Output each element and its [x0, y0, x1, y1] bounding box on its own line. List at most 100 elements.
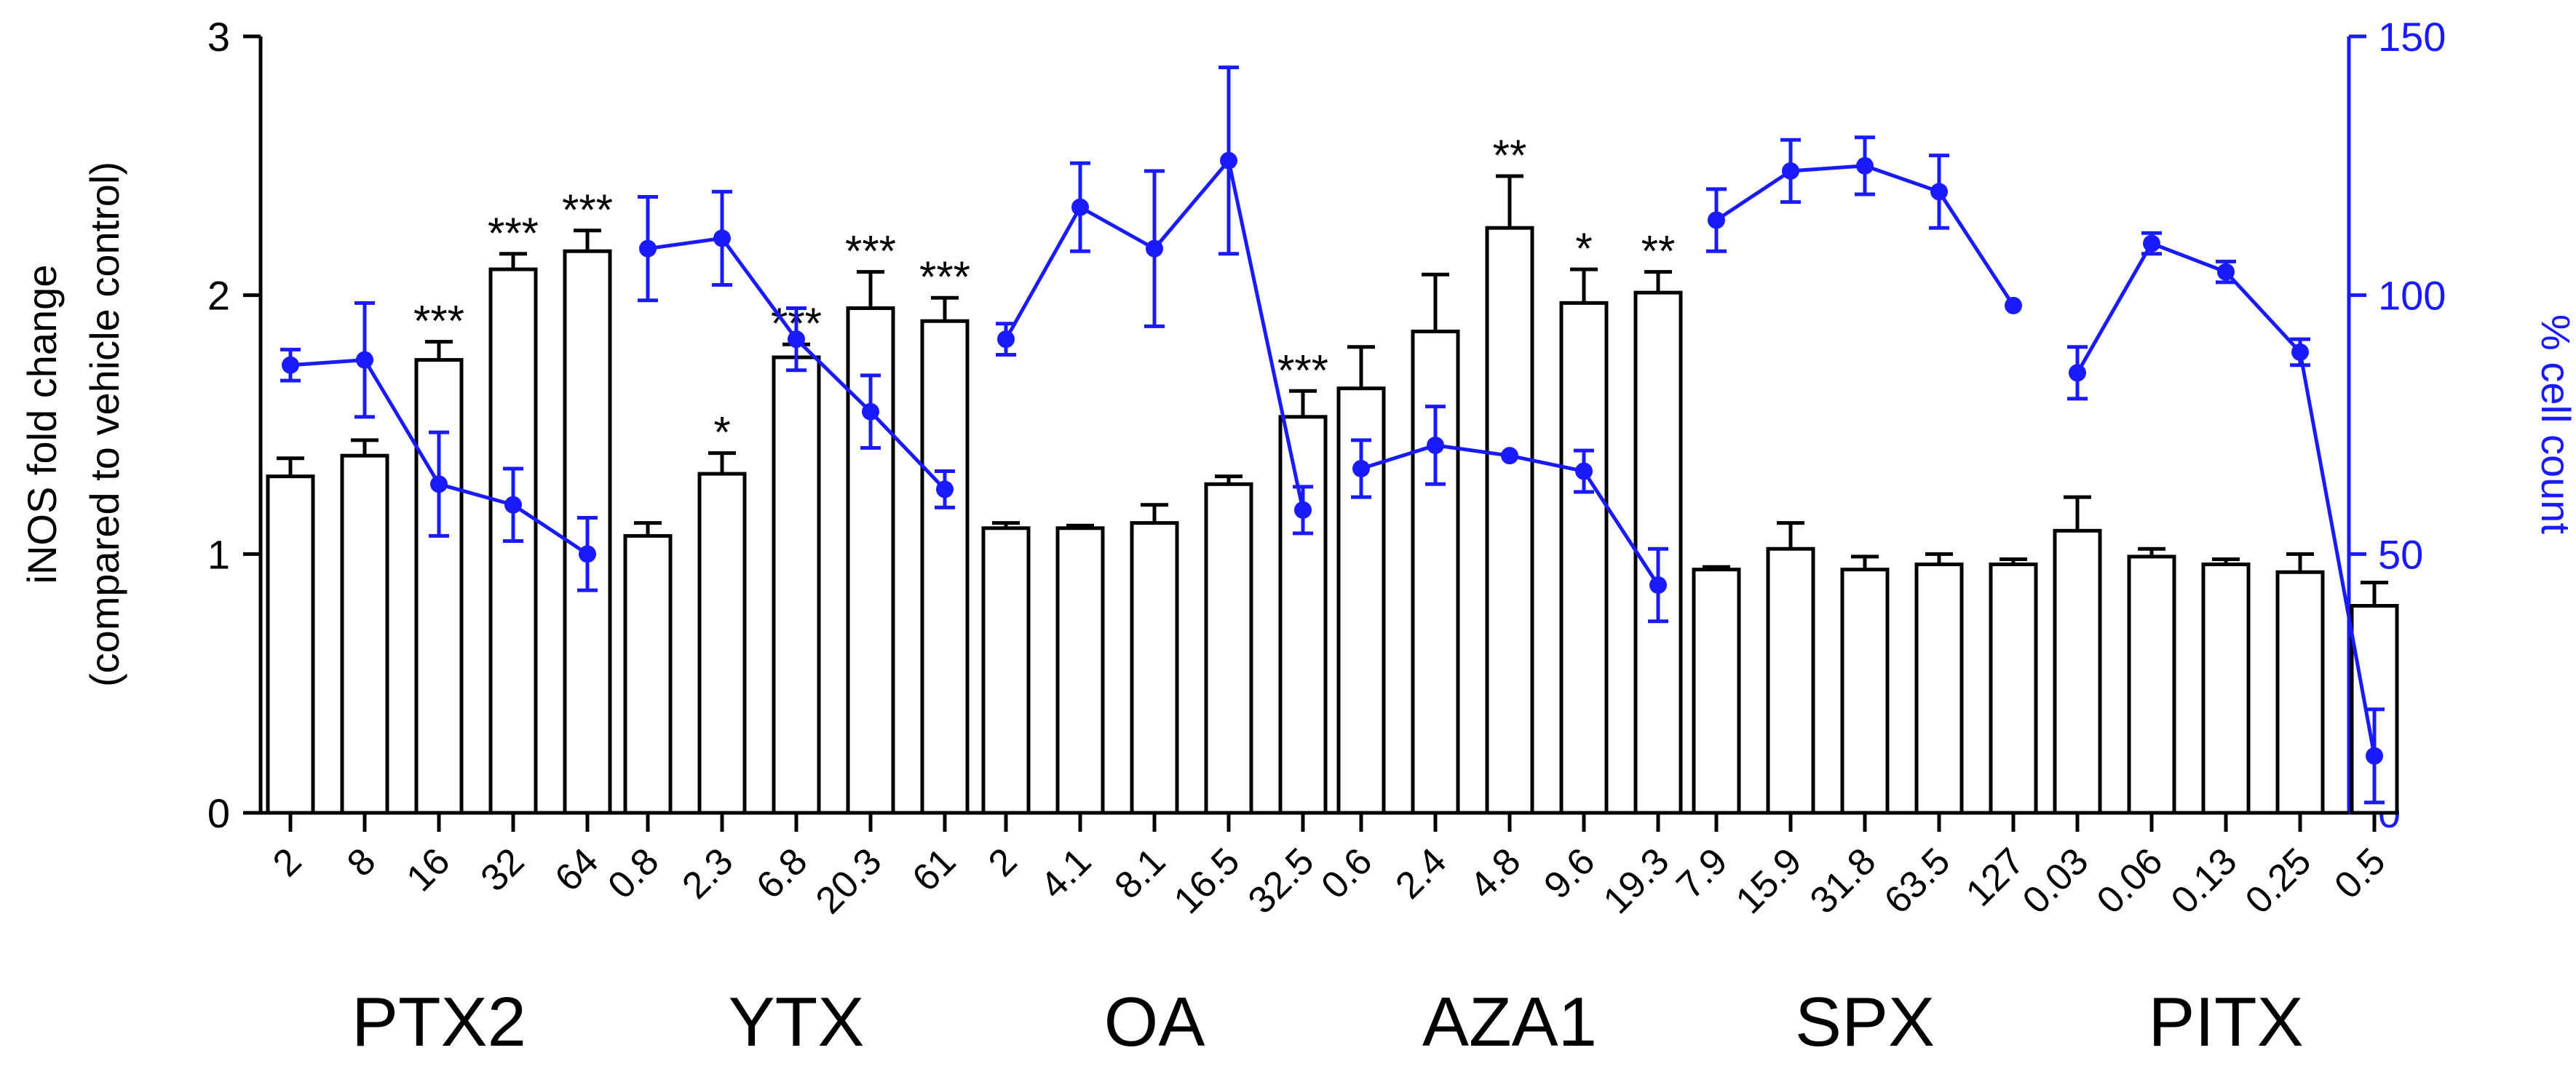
cell-point-YTX-1 [713, 229, 731, 247]
bar-SPX-3 [1914, 563, 1964, 815]
bar-PITX-3 [2275, 570, 2325, 815]
left-axis-tick-label: 2 [207, 273, 230, 319]
bar-OA-2 [1130, 521, 1179, 815]
dose-label-PITX-4: 0.5 [2326, 840, 2393, 907]
cell-point-SPX-0 [1708, 211, 1725, 229]
dose-label-AZA1-1: 2.4 [1387, 840, 1454, 907]
bar-PTX2-0 [266, 474, 315, 815]
cell-point-PTX2-4 [579, 545, 596, 563]
cell-point-OA-3 [1220, 151, 1237, 170]
bar-OA-4 [1278, 415, 1328, 815]
dose-label-PITX-1: 0.06 [2089, 840, 2171, 922]
dose-label-YTX-1: 2.3 [674, 840, 741, 907]
right-axis-tick-label: 50 [2378, 531, 2423, 577]
bar-PITX-1 [2127, 555, 2176, 815]
bar-SPX-4 [1989, 563, 2038, 815]
significance-AZA1-3: * [1575, 224, 1592, 273]
bar-PTX2-1 [340, 453, 389, 815]
group-label-YTX: YTX [729, 983, 865, 1061]
dose-label-AZA1-2: 4.8 [1462, 840, 1529, 907]
bar-YTX-1 [697, 472, 747, 815]
cell-point-OA-2 [1146, 239, 1163, 258]
significance-PTX2-4: *** [562, 186, 613, 234]
cell-point-AZA1-4 [1649, 576, 1667, 595]
left-axis-tick-label: 1 [207, 531, 230, 577]
y-axis-title-line2: (compared to vehicle control) [82, 162, 127, 687]
significance-OA-4: *** [1277, 346, 1328, 394]
cell-point-SPX-4 [2005, 296, 2022, 314]
dose-label-PTX2-4: 64 [547, 840, 607, 899]
dose-label-AZA1-0: 0.6 [1313, 840, 1380, 907]
dose-label-SPX-1: 15.9 [1728, 840, 1810, 922]
dose-label-YTX-2: 6.8 [748, 840, 815, 907]
group-label-SPX: SPX [1795, 983, 1935, 1061]
bar-PITX-2 [2201, 563, 2251, 815]
left-axis-tick-label: 3 [207, 14, 230, 60]
group-label-PITX: PITX [2148, 983, 2303, 1061]
cell-point-OA-0 [997, 330, 1015, 349]
cell-point-YTX-0 [639, 239, 657, 258]
dose-label-AZA1-3: 9.6 [1536, 840, 1603, 907]
dose-label-YTX-0: 0.8 [600, 840, 667, 907]
cell-point-PITX-2 [2217, 263, 2235, 281]
bar-AZA1-2 [1485, 226, 1534, 815]
y2-axis-title: % cell count [2533, 314, 2576, 534]
significance-AZA1-2: ** [1493, 131, 1527, 180]
labels: iNOS fold change (compared to vehicle con… [19, 162, 2576, 1061]
cell-point-PTX2-1 [356, 351, 373, 369]
significance-AZA1-4: ** [1641, 227, 1676, 276]
dose-label-YTX-4: 61 [905, 840, 964, 899]
dose-label-SPX-0: 7.9 [1668, 840, 1735, 907]
cell-point-OA-4 [1294, 501, 1312, 519]
bar-PTX2-2 [414, 358, 464, 815]
cell-point-PTX2-0 [282, 356, 299, 374]
cell-point-SPX-1 [1782, 162, 1799, 180]
dose-label-PITX-2: 0.13 [2163, 840, 2246, 922]
cell-point-SPX-2 [1856, 156, 1874, 175]
cell-point-PITX-3 [2291, 343, 2309, 361]
significance-YTX-3: *** [845, 227, 896, 276]
cell-point-YTX-2 [788, 330, 805, 349]
dose-label-OA-0: 2 [980, 840, 1025, 884]
right-axis-tick-label: 100 [2378, 273, 2446, 319]
significance-YTX-1: * [713, 408, 730, 457]
bar-AZA1-1 [1411, 329, 1460, 815]
significance-YTX-4: *** [919, 253, 970, 301]
dose-label-SPX-2: 31.8 [1802, 840, 1885, 922]
dose-label-PTX2-1: 8 [339, 840, 384, 884]
dose-label-OA-2: 8.1 [1106, 840, 1173, 907]
bar-YTX-2 [772, 355, 821, 815]
bar-SPX-1 [1766, 547, 1815, 815]
cell-point-AZA1-3 [1575, 462, 1593, 480]
left-axis-tick-label: 0 [207, 790, 230, 836]
cell-point-AZA1-0 [1352, 459, 1370, 477]
dose-label-SPX-4: 127 [1958, 840, 2032, 914]
dose-label-OA-1: 4.1 [1032, 840, 1099, 907]
group-label-OA: OA [1104, 983, 1205, 1061]
significance-PTX2-3: *** [488, 209, 539, 258]
group-label-PTX2: PTX2 [352, 983, 526, 1061]
cell-point-PITX-0 [2069, 364, 2086, 382]
dose-label-PTX2-3: 32 [473, 840, 533, 899]
dose-label-PITX-0: 0.03 [2015, 840, 2097, 922]
bar-SPX-0 [1692, 568, 1741, 815]
bars [266, 174, 2399, 815]
cell-count-lines [280, 65, 2385, 805]
cell-point-PTX2-3 [504, 496, 522, 514]
group-label-AZA1: AZA1 [1422, 983, 1597, 1061]
cell-point-SPX-3 [1930, 183, 1948, 201]
bar-YTX-0 [623, 533, 673, 815]
dose-label-AZA1-4: 19.3 [1596, 840, 1678, 922]
dose-label-SPX-3: 63.5 [1876, 840, 1959, 922]
dose-label-OA-4: 32.5 [1240, 840, 1323, 922]
bar-PITX-0 [2053, 528, 2102, 815]
dose-label-PTX2-0: 2 [265, 840, 309, 884]
dose-label-PTX2-2: 16 [399, 840, 459, 899]
significance-PTX2-2: *** [413, 297, 464, 346]
bar-AZA1-3 [1559, 301, 1609, 815]
cell-point-PTX2-2 [430, 475, 448, 493]
bar-OA-0 [981, 526, 1031, 815]
cell-point-PITX-4 [2366, 747, 2383, 765]
dose-label-OA-3: 16.5 [1166, 840, 1248, 922]
